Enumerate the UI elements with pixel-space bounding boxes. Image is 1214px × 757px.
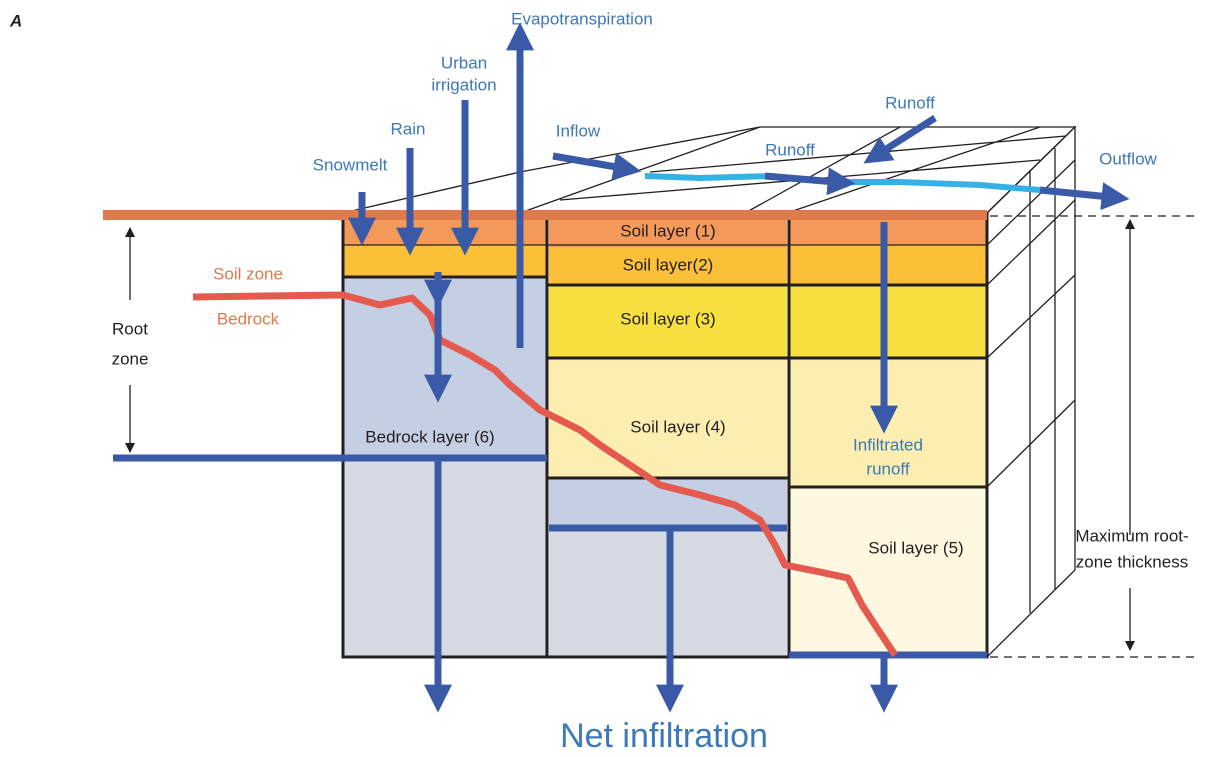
dimension-lines: [125, 215, 1195, 658]
flux-label: Inflow: [556, 121, 601, 140]
zone-label: Soil zone: [213, 264, 283, 283]
layer-label: Soil layer (4): [630, 417, 725, 436]
panel-label: A: [9, 11, 22, 30]
layer-label: Soil layer (1): [620, 221, 715, 240]
flux-label: Snowmelt: [313, 155, 388, 174]
flux-label: irrigation: [431, 75, 496, 94]
zone-label: Bedrock: [217, 309, 280, 328]
zone-label: Root: [112, 319, 148, 338]
zone-label: Maximum root-: [1075, 526, 1188, 545]
layer-label: Soil layer (3): [620, 309, 715, 328]
layer-label: Bedrock layer (6): [365, 427, 494, 446]
flux-label: Evapotranspiration: [511, 9, 653, 28]
zone-label: zone thickness: [1076, 552, 1188, 571]
flux-label: Rain: [391, 119, 426, 138]
layer-label: Soil layer(2): [623, 255, 714, 274]
zone-label: zone: [112, 349, 149, 368]
arrows: [348, 22, 1130, 713]
flux-label: Urban: [441, 53, 487, 72]
flux-label: runoff: [866, 459, 909, 478]
flux-label: Outflow: [1099, 149, 1157, 168]
bedrock-contact: [113, 454, 987, 659]
net-infiltration-label: Net infiltration: [560, 717, 768, 755]
block: [341, 125, 1077, 659]
soil-bedrock-line: [192, 291, 898, 657]
layer-label: Soil layer (5): [868, 538, 963, 557]
flux-label: Runoff: [885, 93, 935, 112]
flux-label: Infiltrated: [853, 435, 923, 454]
flux-label: Runoff: [765, 140, 815, 159]
